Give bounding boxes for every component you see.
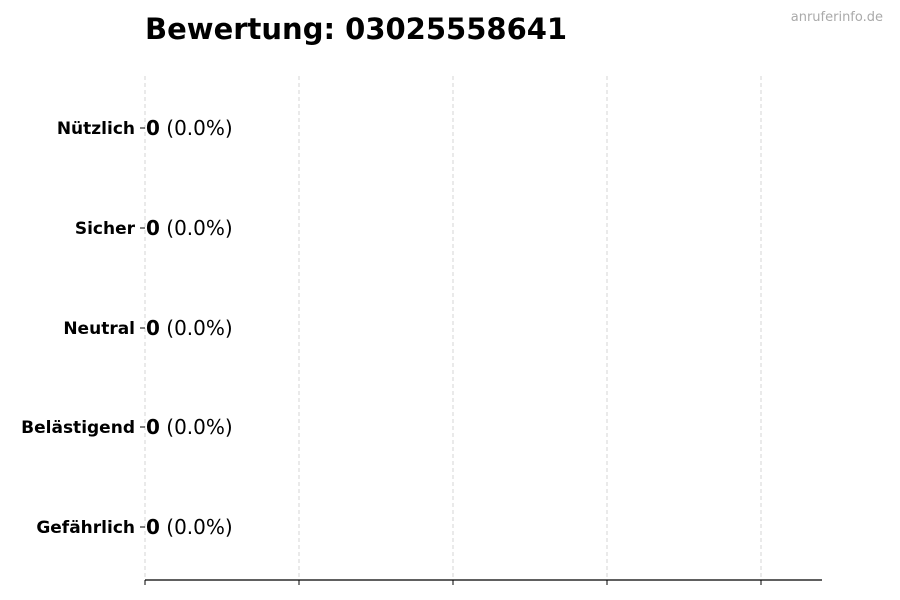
- chart-title: Bewertung: 03025558641: [145, 12, 568, 46]
- watermark: anruferinfo.de: [790, 10, 883, 25]
- data-label: 0 (0.0%): [146, 515, 233, 539]
- data-label: 0 (0.0%): [146, 216, 233, 240]
- data-label-value: 0: [146, 415, 160, 439]
- data-label: 0 (0.0%): [146, 316, 233, 340]
- y-tick-label: Nützlich: [57, 119, 135, 139]
- data-label-value: 0: [146, 116, 160, 140]
- data-label: 0 (0.0%): [146, 415, 233, 439]
- data-label-value: 0: [146, 515, 160, 539]
- data-label-percent: (0.0%): [160, 216, 233, 240]
- y-tick-label: Gefährlich: [36, 518, 135, 538]
- y-tick-label: Neutral: [63, 319, 135, 339]
- data-label-value: 0: [146, 216, 160, 240]
- y-tick-label: Belästigend: [21, 418, 135, 438]
- data-label-percent: (0.0%): [160, 316, 233, 340]
- data-label-percent: (0.0%): [160, 415, 233, 439]
- data-label: 0 (0.0%): [146, 116, 233, 140]
- data-label-percent: (0.0%): [160, 116, 233, 140]
- data-label-value: 0: [146, 316, 160, 340]
- y-tick-label: Sicher: [75, 219, 136, 239]
- data-label-percent: (0.0%): [160, 515, 233, 539]
